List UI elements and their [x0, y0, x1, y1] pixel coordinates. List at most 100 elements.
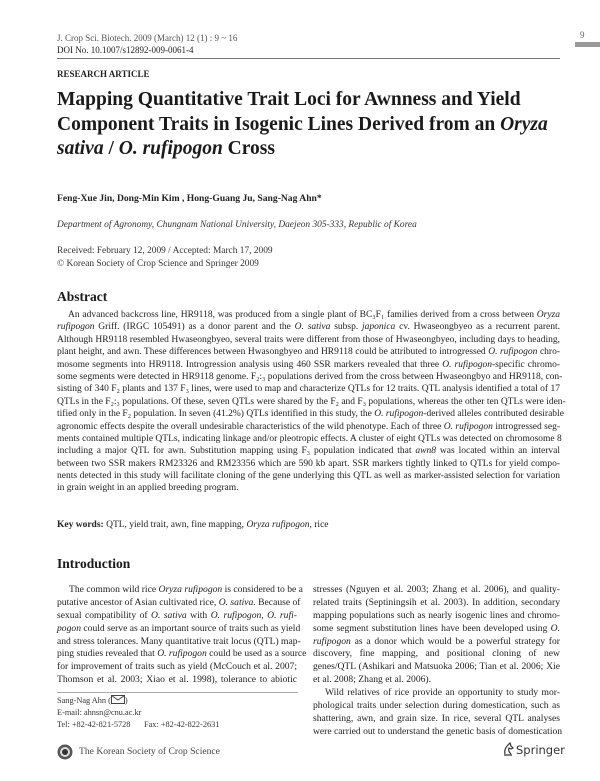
abstract-body: An advanced backcross line, HR9118, was … [57, 309, 566, 495]
text-segment: Wild relatives of rice provide an opport… [325, 687, 560, 699]
abstract-line: tified only in the F₂ population. In sev… [57, 408, 564, 420]
text-segment: QTLs in the F₂:₃ populations. Of these, … [57, 396, 566, 407]
italic-text: sativa [57, 138, 104, 159]
text-segment: stresses (Nguyen et al. 2003; Zhang et a… [313, 584, 560, 595]
text-segment: with [186, 609, 211, 621]
intro-line: rufipogon as a donor which would be a po… [313, 636, 560, 649]
text-segment: QTL, yield trait, awn, fine mapping, [103, 520, 247, 530]
copyright: © Korean Society of Crop Science and Spr… [57, 259, 259, 269]
text-segment: An advanced backcross line, HR9118, was … [68, 310, 537, 320]
italic-text: O. sativa [294, 322, 331, 333]
intro-line: shattering, awn, and grain size. In rice… [313, 713, 560, 726]
abstract-line: some segments were detected in HR9118 ge… [57, 371, 563, 383]
article-type: RESEARCH ARTICLE [57, 69, 150, 79]
title-line: Component Traits in Isogenic Lines Deriv… [57, 113, 557, 138]
abstract-line: between two SSR makers RM23326 and RM233… [57, 458, 560, 470]
text-segment: The common wild rice [69, 584, 159, 595]
text-segment: sexual compatibility of [57, 609, 152, 621]
journal-citation: J. Crop Sci. Biotech. 2009 (March) 12 (1… [57, 33, 238, 43]
italic-text: O. rufipogon, O. rufi- [210, 609, 297, 621]
italic-text: O. [550, 622, 560, 634]
text-segment: plant height, and awn. These differences… [57, 347, 489, 358]
text-segment: Component Traits in Isogenic Lines Deriv… [57, 113, 501, 135]
text-segment: , rice [309, 520, 329, 530]
introduction-heading: Introduction [57, 556, 131, 571]
text-segment: related traits (Septiningsih et al. 2003… [313, 596, 560, 608]
abstract-line: An advanced backcross line, HR9118, was … [57, 309, 560, 321]
page-tab-bar [575, 42, 600, 47]
intro-line: The common wild rice Oryza rufipogon is … [57, 584, 303, 597]
text-segment: could be used as a source [206, 648, 307, 660]
text-segment: -derived alleles contributed desirable [423, 409, 564, 420]
text-segment: phological traits under selection during… [313, 700, 560, 712]
abstract-line: QTLs in the F₂:₃ populations. Of these, … [57, 396, 566, 408]
italic-text: japonica [362, 322, 396, 333]
text-segment: putative ancestor of Asian cultivated ri… [57, 596, 219, 608]
intro-line: putative ancestor of Asian cultivated ri… [57, 596, 301, 610]
text-segment: Griff. (IRGC 105491) as a donor parent a… [94, 322, 295, 333]
title-line: Mapping Quantitative Trait Loci for Awnn… [57, 88, 557, 113]
intro-line: stresses (Nguyen et al. 2003; Zhang et a… [313, 584, 560, 597]
article-title: Mapping Quantitative Trait Loci for Awnn… [57, 88, 557, 162]
text-segment: Cross [222, 138, 275, 159]
intro-line: sexual compatibility of O. sativa with O… [57, 610, 297, 623]
text-segment: sisting of 340 F₂ plants and 137 F₃ line… [57, 384, 560, 395]
text-segment: for improvement of traits such as yield … [57, 661, 297, 673]
text-segment: subsp. [330, 322, 363, 333]
text-segment: agronomic effects despite the overall un… [57, 421, 444, 432]
text-segment: chro- [537, 347, 560, 358]
text-segment: could serve as an important source of tr… [80, 622, 301, 634]
abstract-line: including a major QTL for awn. Substitut… [57, 445, 560, 457]
text-segment: in grain weight in an applied breeding p… [57, 483, 239, 494]
text-segment: tified only in the F₂ population. In sev… [57, 409, 375, 420]
intro-right-column: stresses (Nguyen et al. 2003; Zhang et a… [313, 584, 563, 739]
text-segment: cv. Hwaseongbyeo as a recurrent parent. [395, 322, 560, 333]
envelope-icon [110, 695, 125, 708]
intro-line: ping studies revealed that O. rufipogon … [57, 648, 306, 661]
italic-text: O. rufipogon [118, 138, 223, 159]
intro-line: for improvement of traits such as yield … [57, 661, 297, 674]
abstract-line: plant height, and awn. These differences… [57, 346, 560, 358]
fax: Fax: +82-42-822-2631 [144, 720, 220, 729]
corresponding-author: Sang-Nag Ahn () [57, 695, 128, 708]
title-line: sativa / O. rufipogon Cross [57, 137, 557, 162]
keywords: Key words: QTL, yield trait, awn, fine m… [57, 520, 329, 530]
received-dates: Received: February 12, 2009 / Accepted: … [57, 246, 273, 256]
intro-line: phological traits under selection during… [313, 700, 560, 713]
text-segment: Mapping Quantitative Trait Loci for Awnn… [57, 89, 521, 110]
text-segment: genes/QTL (Ashikari and Matsuoka 2006; T… [313, 661, 560, 673]
abstract-heading: Abstract [57, 289, 108, 304]
abstract-line: agronomic effects despite the overall un… [57, 421, 560, 433]
abstract-line: mosome segments into HR9118. Introgressi… [57, 359, 560, 371]
corresponding-name: Sang-Nag Ahn ( [57, 696, 111, 705]
italic-text: Oryza rufipogon [246, 520, 310, 530]
intro-line: Wild relatives of rice provide an opport… [313, 687, 560, 700]
intro-line: and stress tolerances. Many quantitative… [57, 636, 301, 649]
text-segment: some segment substitution lines have bee… [313, 622, 551, 634]
email[interactable]: E-mail: ahnsn@cnu.ac.kr [57, 708, 142, 717]
abstract-line: in grain weight in an applied breeding p… [57, 482, 560, 494]
intro-line: genes/QTL (Ashikari and Matsuoka 2006; T… [313, 661, 560, 674]
text-segment: some segments were detected in HR9118 ge… [57, 371, 563, 382]
italic-text: O. rufipogon [157, 648, 207, 660]
text-segment: ping studies revealed that [57, 648, 158, 660]
society-seal-icon [57, 744, 73, 765]
text-segment: / [103, 138, 119, 159]
italic-text: rufipogon [57, 322, 95, 333]
doi: DOI No. 10.1007/s12892-009-0061-4 [57, 45, 194, 55]
text-segment: is considered to be a [222, 584, 303, 595]
italic-text: O. rufipogon [442, 359, 493, 370]
text-segment: and stress tolerances. Many quantitative… [57, 635, 301, 647]
text-segment: Because of [255, 596, 301, 608]
italic-text: O. sativa. [218, 596, 256, 608]
italic-text: rufipogon [313, 635, 351, 647]
italic-text: O. rufipogon [488, 347, 538, 358]
footnote-rule [57, 692, 298, 693]
intro-line: some segment substitution lines have bee… [313, 623, 560, 636]
text-segment: mapping populations such as nearly isoge… [313, 609, 560, 621]
italic-text: O. sativa [151, 609, 187, 621]
italic-text: O. rufipogon [374, 409, 424, 420]
text-segment: including a major QTL for awn. Substitut… [57, 446, 416, 457]
text-segment: discovery, fine mapping, and positional … [313, 648, 560, 660]
text-segment: were carried out to understand the genet… [313, 725, 563, 737]
